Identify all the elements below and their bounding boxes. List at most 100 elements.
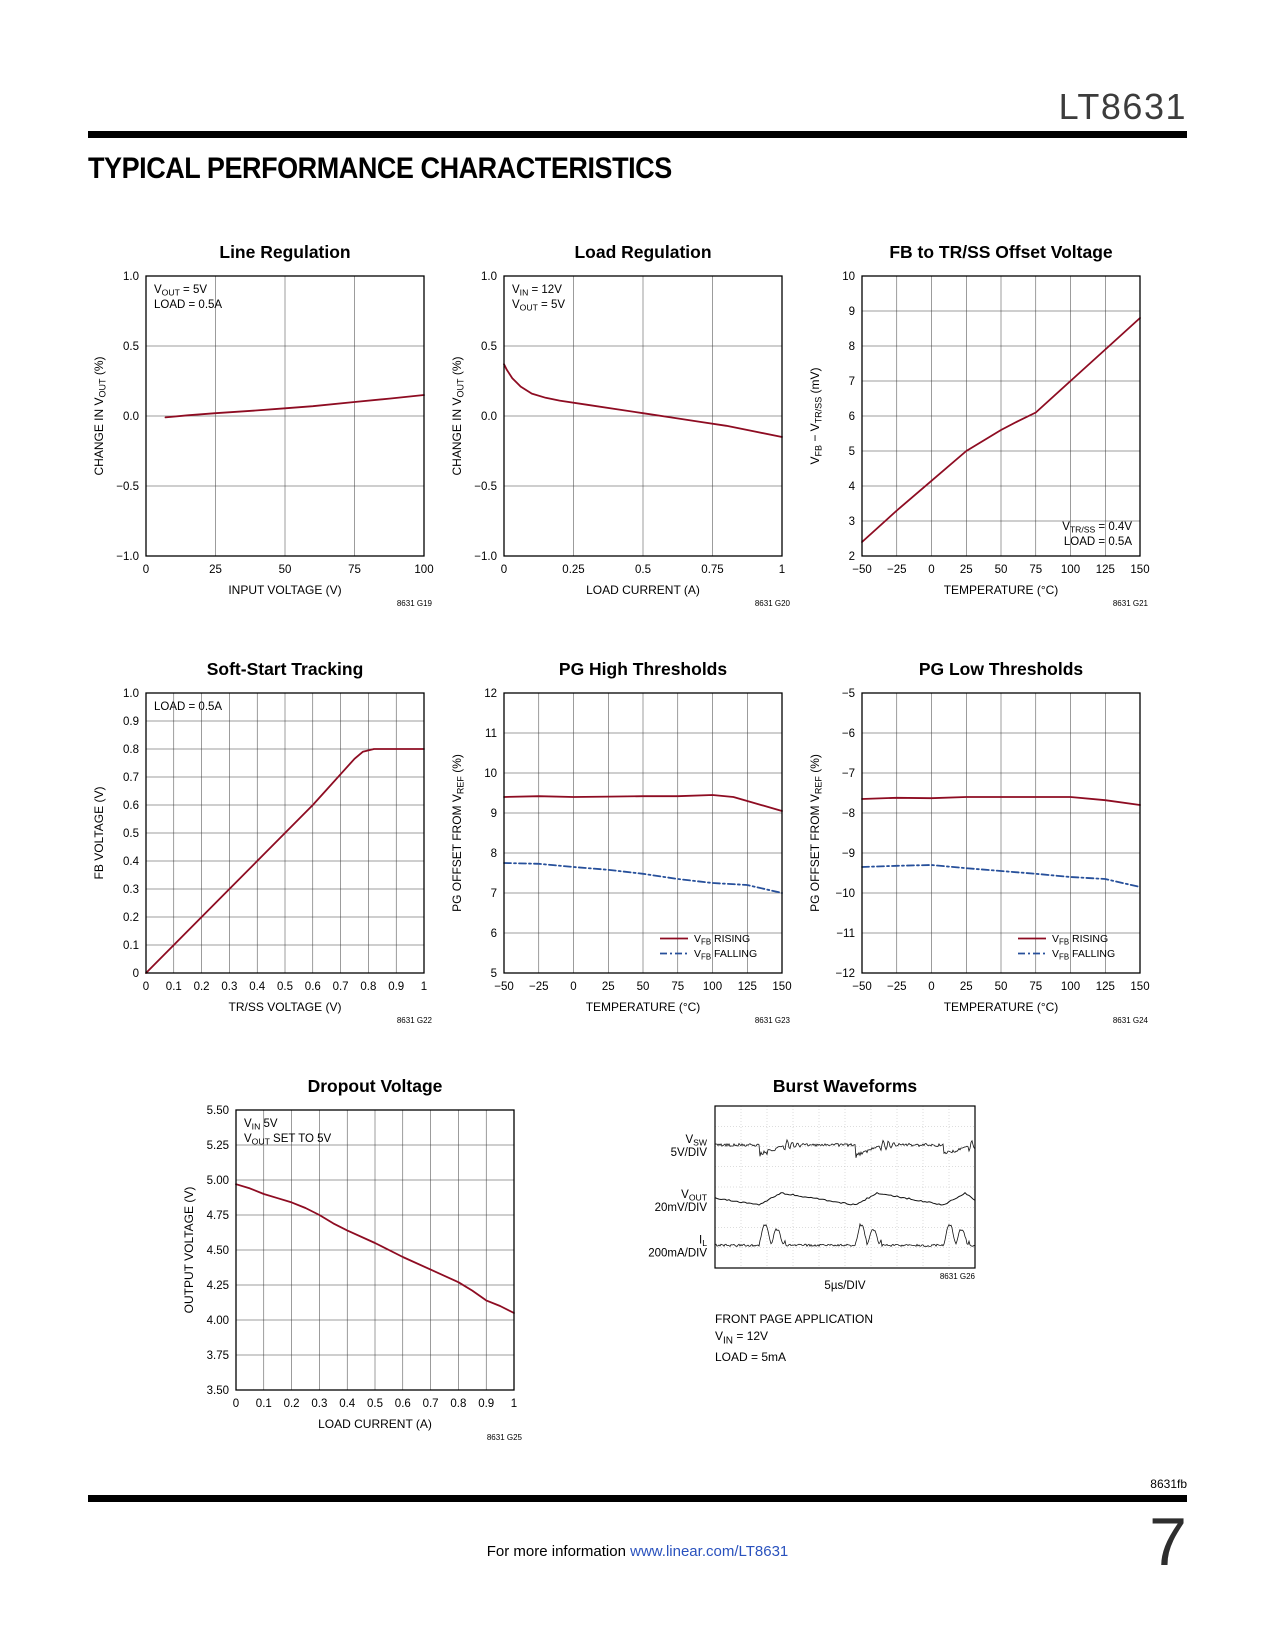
svg-text:−25: −25 — [887, 564, 907, 576]
svg-text:LOAD = 0.5A: LOAD = 0.5A — [154, 299, 222, 311]
svg-text:4.75: 4.75 — [207, 1210, 229, 1222]
svg-text:0.2: 0.2 — [123, 912, 139, 924]
charts-row-3: Dropout Voltage 0 0.1 0.2 0.3 0.4 0.5 0.6 0.7 0.… — [178, 1076, 1208, 1449]
svg-text:100: 100 — [703, 981, 722, 993]
chart-burst-waveforms: Burst Waveforms VSW 5V/DIV VOUT 20mV/DIV IL 2… — [611, 1076, 991, 1449]
footer-info-text: For more information — [486, 1543, 631, 1560]
svg-text:TR/SS VOLTAGE (V): TR/SS VOLTAGE (V) — [229, 1000, 342, 1014]
svg-text:0.25: 0.25 — [562, 564, 584, 576]
svg-text:7: 7 — [849, 376, 855, 388]
svg-text:5µs/DIV: 5µs/DIV — [824, 1280, 865, 1292]
svg-text:100: 100 — [1061, 981, 1080, 993]
chart-load-regulation: Load Regulation 0 0.25 0.5 0.75 1 −1.0 −0.5 0.0… — [446, 242, 794, 615]
svg-text:100: 100 — [414, 564, 433, 576]
svg-text:0: 0 — [233, 1398, 239, 1410]
svg-text:150: 150 — [772, 981, 791, 993]
svg-text:VFB − VTR/SS (mV): VFB − VTR/SS (mV) — [808, 367, 824, 464]
svg-text:9: 9 — [849, 306, 855, 318]
svg-text:INPUT VOLTAGE (V): INPUT VOLTAGE (V) — [228, 583, 341, 597]
svg-text:−1.0: −1.0 — [116, 551, 139, 563]
svg-text:5.00: 5.00 — [207, 1175, 229, 1187]
svg-text:0.1: 0.1 — [166, 981, 182, 993]
svg-text:0.1: 0.1 — [256, 1398, 272, 1410]
svg-text:8631 G26: 8631 G26 — [940, 1272, 976, 1281]
svg-text:8: 8 — [849, 341, 855, 353]
svg-text:5.25: 5.25 — [207, 1140, 229, 1152]
svg-text:5V/DIV: 5V/DIV — [671, 1147, 708, 1159]
svg-text:−1.0: −1.0 — [474, 551, 497, 563]
chart-dropout-voltage: Dropout Voltage 0 0.1 0.2 0.3 0.4 0.5 0.6 0.7 0.… — [178, 1076, 526, 1449]
svg-text:0: 0 — [143, 981, 149, 993]
svg-text:125: 125 — [1096, 564, 1115, 576]
svg-text:−7: −7 — [842, 768, 855, 780]
svg-text:4.00: 4.00 — [207, 1315, 229, 1327]
svg-text:LOAD CURRENT (A): LOAD CURRENT (A) — [586, 583, 700, 597]
svg-text:0.3: 0.3 — [221, 981, 237, 993]
svg-text:0.5: 0.5 — [481, 341, 497, 353]
svg-text:1: 1 — [779, 564, 785, 576]
svg-text:75: 75 — [1029, 564, 1042, 576]
svg-text:0.5: 0.5 — [635, 564, 651, 576]
svg-text:VFB FALLING: VFB FALLING — [1052, 948, 1115, 962]
svg-text:0.7: 0.7 — [123, 772, 139, 784]
svg-text:8631 G20: 8631 G20 — [755, 599, 791, 608]
svg-text:25: 25 — [960, 564, 973, 576]
svg-text:−6: −6 — [842, 728, 855, 740]
svg-text:0.0: 0.0 — [123, 411, 139, 423]
svg-text:−11: −11 — [836, 928, 855, 940]
svg-text:FB VOLTAGE (V): FB VOLTAGE (V) — [92, 787, 106, 880]
svg-text:LOAD = 0.5A: LOAD = 0.5A — [154, 701, 222, 713]
svg-text:0.4: 0.4 — [249, 981, 266, 993]
pg-high-thresholds-plot: −50 −25 0 25 50 75 100 125 150 5 6 7 8 9 10 11 12 TEMPERA… — [450, 688, 792, 1025]
svg-text:VIN = 12V: VIN = 12V — [512, 284, 562, 298]
chart-pg-high-thresholds: PG High Thresholds −50 −25 0 25 50 75 100 125 15… — [446, 659, 794, 1032]
svg-text:3: 3 — [849, 516, 855, 528]
svg-text:1.0: 1.0 — [123, 271, 139, 283]
scope-note-line: FRONT PAGE APPLICATION — [715, 1312, 874, 1326]
svg-text:5: 5 — [491, 968, 497, 980]
svg-text:50: 50 — [279, 564, 292, 576]
svg-text:IL: IL — [699, 1234, 707, 1248]
svg-text:0.5: 0.5 — [277, 981, 293, 993]
scope-note-line: VIN = 12V — [715, 1329, 769, 1347]
svg-text:VTR/SS = 0.4V: VTR/SS = 0.4V — [1062, 521, 1132, 535]
svg-text:−9: −9 — [842, 848, 855, 860]
svg-text:TEMPERATURE (°C): TEMPERATURE (°C) — [586, 1000, 701, 1014]
svg-text:6: 6 — [849, 411, 855, 423]
svg-text:0: 0 — [928, 564, 934, 576]
svg-text:0.5: 0.5 — [123, 341, 139, 353]
chart-title: FB to TR/SS Offset Voltage — [889, 242, 1113, 262]
svg-text:0.9: 0.9 — [123, 716, 139, 728]
fb-trss-offset-plot: −50 −25 0 25 50 75 100 125 150 2 3 4 5 6 7 8 9 10 TEMPERAT… — [808, 271, 1150, 608]
svg-text:0.6: 0.6 — [123, 800, 139, 812]
svg-text:8631 G22: 8631 G22 — [397, 1016, 433, 1025]
svg-text:0.4: 0.4 — [123, 856, 140, 868]
pg-low-thresholds-plot: −50 −25 0 25 50 75 100 125 150 −12 −11 −10 −9 −8 −7 −6 −… — [808, 688, 1150, 1025]
svg-text:VIN 5V: VIN 5V — [244, 1118, 278, 1132]
footer-link[interactable]: www.linear.com/LT8631 — [630, 1543, 789, 1560]
svg-text:0.1: 0.1 — [123, 940, 139, 952]
svg-text:−25: −25 — [529, 981, 549, 993]
svg-text:0.8: 0.8 — [360, 981, 376, 993]
svg-text:7: 7 — [491, 888, 497, 900]
svg-text:−0.5: −0.5 — [474, 481, 497, 493]
svg-text:25: 25 — [960, 981, 973, 993]
chart-title: PG High Thresholds — [558, 659, 728, 679]
doc-number: LT8631 — [1058, 86, 1187, 127]
svg-text:1.0: 1.0 — [123, 688, 139, 700]
svg-text:8631 G23: 8631 G23 — [755, 1016, 791, 1025]
svg-text:VFB RISING: VFB RISING — [1052, 933, 1108, 947]
svg-text:1.0: 1.0 — [481, 271, 497, 283]
svg-text:0.7: 0.7 — [333, 981, 349, 993]
chart-title: Load Regulation — [574, 242, 712, 262]
svg-text:0.8: 0.8 — [123, 744, 139, 756]
svg-text:5.50: 5.50 — [207, 1105, 229, 1117]
svg-text:0.0: 0.0 — [481, 411, 497, 423]
svg-text:0.2: 0.2 — [194, 981, 210, 993]
svg-text:VSW: VSW — [685, 1134, 707, 1148]
svg-text:50: 50 — [995, 981, 1008, 993]
svg-text:50: 50 — [637, 981, 650, 993]
svg-text:25: 25 — [602, 981, 615, 993]
svg-text:10: 10 — [484, 768, 497, 780]
page-number: 7 — [1149, 1504, 1187, 1580]
